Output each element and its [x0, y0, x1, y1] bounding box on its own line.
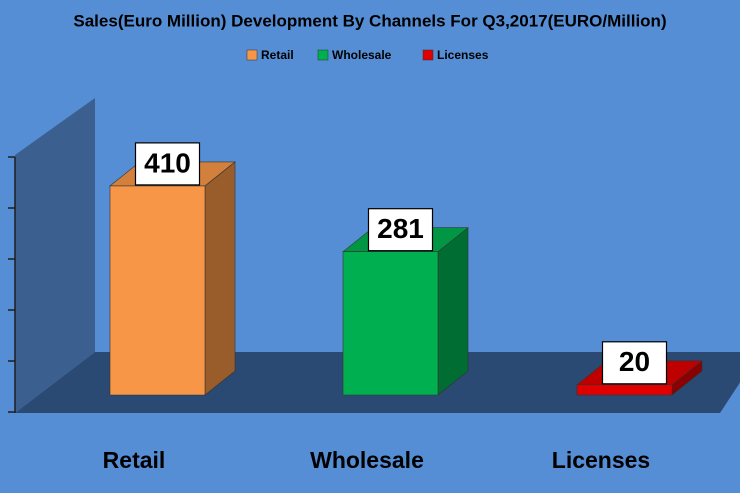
bar — [109, 161, 236, 396]
value-label: 281 — [377, 213, 424, 244]
bar — [342, 227, 469, 396]
x-tick-label: Retail — [103, 447, 166, 473]
x-tick-label: Wholesale — [310, 447, 424, 473]
chart-title: Sales(Euro Million) Development By Chann… — [73, 11, 666, 30]
legend-swatch — [422, 49, 434, 61]
legend-label: Licenses — [437, 48, 489, 62]
value-label-box — [134, 142, 201, 186]
bar-front — [109, 185, 206, 396]
value-label: 20 — [619, 346, 650, 377]
value-label-box — [601, 341, 668, 385]
value-label: 410 — [144, 147, 191, 178]
bar-side — [204, 161, 236, 396]
legend-swatch — [246, 49, 258, 61]
back-wall — [15, 98, 95, 413]
value-label-box — [367, 208, 434, 252]
legend-label: Retail — [261, 48, 294, 62]
bar-front — [576, 384, 673, 396]
legend-label: Wholesale — [332, 48, 392, 62]
x-tick-label: Licenses — [552, 447, 650, 473]
bar-front — [342, 251, 439, 396]
legend-swatch — [317, 49, 329, 61]
bar-side — [437, 227, 469, 396]
